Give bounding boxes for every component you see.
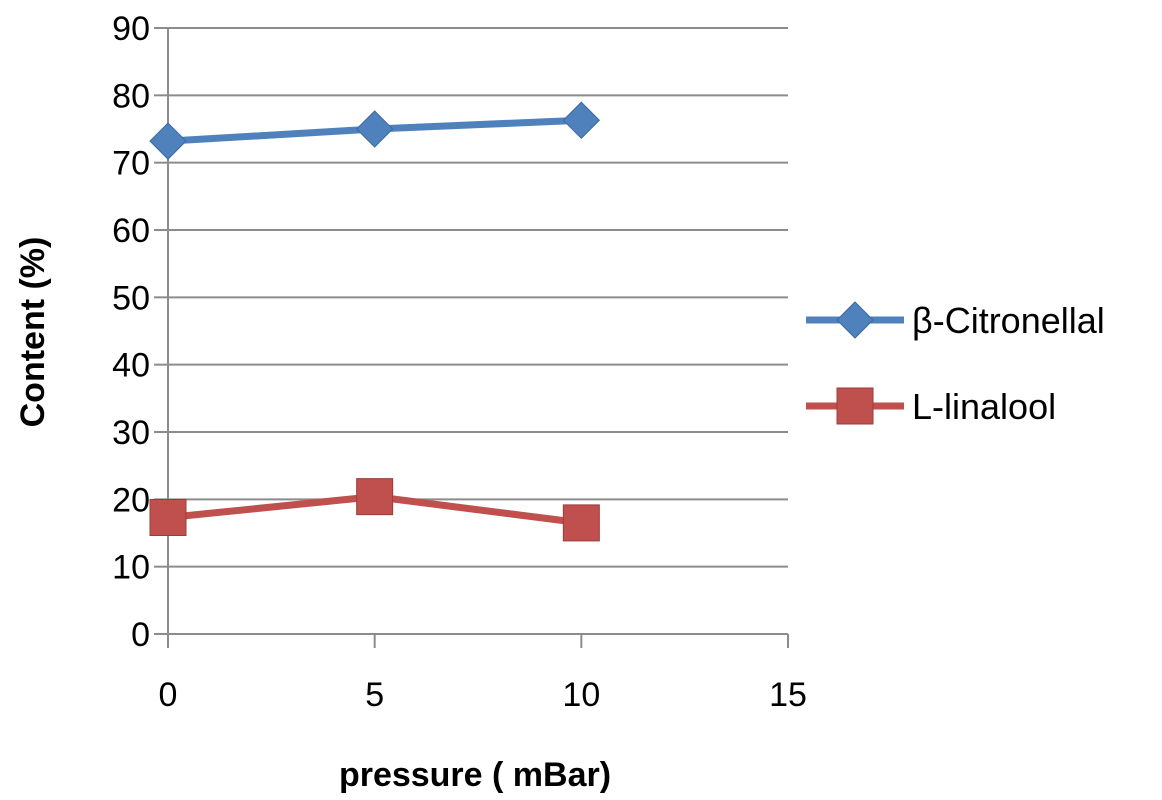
x-tick-label: 5 (365, 676, 384, 714)
legend-marker (836, 387, 874, 425)
y-tick-label: 60 (112, 212, 150, 250)
diamond-marker (562, 101, 601, 139)
y-tick-label: 80 (112, 77, 150, 115)
legend-label: L-linalool (912, 386, 1056, 427)
y-tick-label: 40 (112, 347, 150, 385)
y-tick-label: 30 (112, 414, 150, 452)
y-tick-label: 20 (112, 481, 150, 519)
y-tick-label: 10 (112, 549, 150, 587)
x-tick-label: 15 (769, 676, 807, 714)
y-axis-title: Content (%) (14, 237, 52, 428)
legend-item: β-Citronellal (806, 300, 1105, 341)
series-layer (149, 101, 601, 542)
axes (154, 27, 789, 648)
diamond-marker (149, 122, 187, 160)
legend-marker (836, 301, 874, 339)
square-marker (356, 478, 394, 516)
series-0 (149, 101, 601, 160)
gridlines (168, 27, 788, 568)
y-tick-label: 90 (112, 10, 150, 48)
x-tick-label: 10 (562, 676, 600, 714)
y-tick-label: 0 (131, 616, 150, 654)
y-tick-labels: 0 10 20 30 40 50 60 70 80 90 (112, 10, 150, 654)
series-1 (149, 478, 600, 542)
x-axis-title: pressure ( mBar) (339, 756, 611, 794)
y-tick-label: 50 (112, 279, 150, 317)
diamond-marker (355, 110, 394, 148)
legend-item: L-linalool (806, 386, 1056, 427)
y-tick-label: 70 (112, 145, 150, 183)
square-marker (562, 504, 600, 542)
legend: β-Citronellal L-linalool (806, 300, 1105, 427)
x-tick-label: 0 (159, 676, 178, 714)
x-tick-labels: 0 5 10 15 (159, 676, 807, 714)
legend-label: β-Citronellal (912, 300, 1105, 341)
square-marker (149, 499, 187, 537)
